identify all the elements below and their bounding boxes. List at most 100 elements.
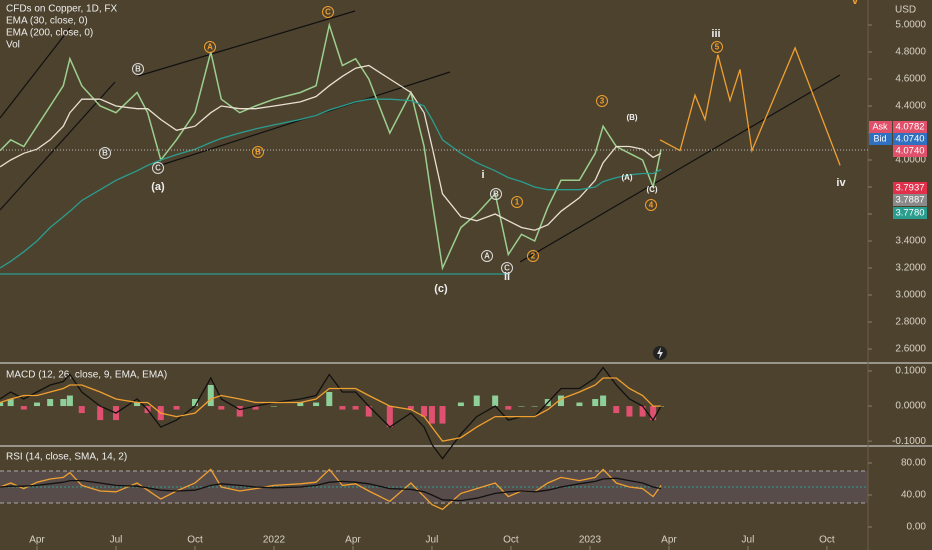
- y-tick-label: 3.0000: [895, 290, 926, 301]
- replay-icon[interactable]: [653, 346, 667, 360]
- macd-histogram-bar: [518, 406, 525, 407]
- price-tag: [893, 121, 927, 133]
- wave-marker: [132, 63, 144, 75]
- macd-histogram-bar: [33, 402, 40, 407]
- wave-label: 3: [600, 97, 605, 106]
- axis-unit: USD: [895, 5, 916, 16]
- price-tag-label: 4.0740: [895, 134, 924, 145]
- wave-marker: [204, 41, 216, 53]
- wave-label: B: [493, 190, 499, 199]
- indicator-line: [0, 468, 662, 511]
- y-tick-label: 2.6000: [895, 344, 926, 355]
- wave-label: C: [325, 8, 331, 17]
- macd-line: [0, 377, 661, 442]
- macd-histogram-bar: [0, 402, 4, 407]
- macd-histogram-bar: [492, 395, 499, 407]
- macd-histogram-bar: [576, 402, 583, 407]
- macd-histogram-bar: [650, 406, 657, 421]
- price-tag-label: 3.7780: [895, 208, 924, 219]
- wave-label: (C): [646, 185, 657, 194]
- macd-histogram-bar: [236, 406, 243, 417]
- macd-histogram-bar: [191, 399, 198, 407]
- y-tick-label: 2.8000: [895, 317, 926, 328]
- wave-marker: [152, 162, 164, 174]
- wave-label: 4: [649, 201, 654, 210]
- legend-entry: Vol: [6, 40, 20, 51]
- price-tag-name-text: Bid: [873, 133, 886, 143]
- y-tick-label: 0.00: [907, 522, 927, 533]
- projection-line: [659, 46, 841, 166]
- y-tick-label: 3.2000: [895, 263, 926, 274]
- macd-histogram-bar: [173, 406, 180, 410]
- macd-histogram-bar: [339, 406, 346, 410]
- price-tag: [893, 145, 927, 157]
- wave-label: (A): [621, 173, 632, 182]
- wave-label: B: [102, 149, 108, 158]
- macd-histogram-bar: [297, 402, 304, 407]
- y-tick-label: 40.00: [901, 490, 926, 501]
- wave-label: C: [155, 164, 161, 173]
- wave-label: 2: [531, 252, 536, 261]
- wave-marker: [481, 250, 493, 262]
- macd-histogram-bar: [439, 406, 446, 424]
- macd-histogram-bar: [626, 406, 633, 417]
- macd-histogram-bar: [386, 406, 393, 428]
- macd-histogram-bar: [407, 406, 414, 410]
- macd-histogram-bar: [531, 406, 538, 407]
- x-tick-label: Oct: [503, 535, 519, 546]
- wave-label: 5: [715, 43, 720, 52]
- wave-label: iv: [836, 177, 846, 189]
- macd-histogram-bar: [134, 402, 141, 407]
- price-tag: [893, 133, 927, 145]
- price-tag: [893, 207, 927, 219]
- price-tag-name-text: Ask: [872, 121, 888, 131]
- macd-histogram-bar: [97, 406, 104, 421]
- wave-label: B: [135, 65, 141, 74]
- macd-histogram-bar: [66, 395, 73, 407]
- wave-label: ii: [504, 271, 510, 283]
- x-tick-label: Jul: [426, 535, 439, 546]
- macd-histogram-bar: [313, 402, 320, 407]
- macd-histogram-bar: [457, 402, 464, 407]
- macd-histogram-bar: [505, 406, 512, 410]
- macd-histogram-bar: [592, 399, 599, 407]
- macd-histogram-bar: [20, 406, 27, 410]
- wave-label: (a): [151, 181, 165, 193]
- price-tag: [893, 182, 927, 194]
- wave-label: B: [255, 148, 261, 157]
- wave-marker: [527, 250, 539, 262]
- macd-line: [0, 366, 662, 460]
- y-tick-label: 5.0000: [895, 20, 926, 31]
- x-tick-label: Apr: [345, 535, 361, 546]
- x-tick-label: 2023: [579, 535, 602, 546]
- y-tick-label: 4.0000: [895, 155, 926, 166]
- wave-marker: [596, 95, 608, 107]
- wave-marker: [645, 199, 657, 211]
- wave-marker: [322, 6, 334, 18]
- pane-title: RSI (14, close, SMA, 14, 2): [6, 452, 127, 463]
- macd-histogram-bar: [473, 395, 480, 407]
- macd-histogram-bar: [270, 406, 277, 407]
- macd-histogram-bar: [78, 406, 85, 414]
- wave-label: 1: [515, 198, 520, 207]
- wave-label: C: [504, 264, 510, 273]
- macd-histogram-bar: [557, 395, 564, 407]
- wave-marker: [490, 188, 502, 200]
- price-tag-label: 3.7887: [895, 195, 924, 206]
- x-tick-label: Apr: [661, 535, 677, 546]
- price-tag: [893, 194, 927, 206]
- indicator-line: [0, 98, 662, 269]
- macd-histogram-bar: [639, 406, 646, 417]
- price-tag-name: [869, 133, 892, 145]
- y-tick-label: 0.0000: [895, 401, 926, 412]
- legend-entry: EMA (30, close, 0): [6, 16, 88, 27]
- x-tick-label: Apr: [29, 535, 45, 546]
- wave-label: A: [484, 252, 490, 261]
- price-tag-label: 4.0782: [895, 122, 924, 133]
- x-tick-label: Oct: [187, 535, 203, 546]
- price-tag-label: 4.0740: [895, 146, 924, 157]
- wave-label: v: [852, 0, 859, 7]
- y-tick-label: 0.1000: [895, 366, 926, 377]
